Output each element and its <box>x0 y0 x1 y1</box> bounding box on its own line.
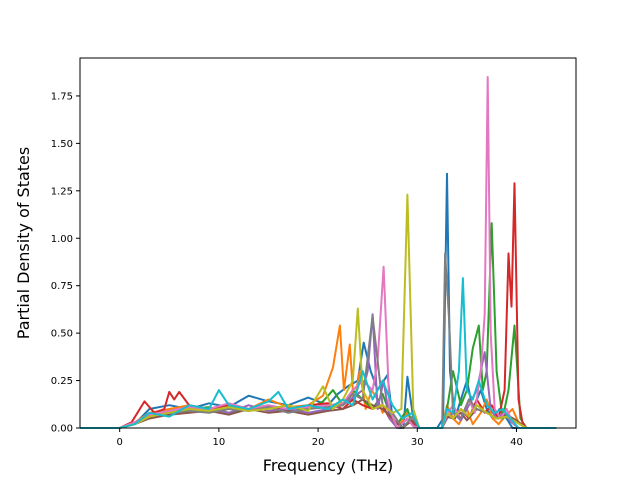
x-tick-label: 40 <box>510 437 523 448</box>
y-tick-label: 1.50 <box>51 139 73 150</box>
x-axis: 0 10 20 30 40 <box>116 428 523 448</box>
x-tick-label: 0 <box>116 437 122 448</box>
y-tick-label: 0.75 <box>51 281 73 292</box>
x-tick-label: 20 <box>312 437 325 448</box>
y-tick-label: 1.00 <box>51 234 73 245</box>
y-tick-label: 0.00 <box>51 424 73 435</box>
y-tick-label: 1.25 <box>51 186 73 197</box>
x-tick-label: 30 <box>411 437 424 448</box>
y-tick-label: 0.25 <box>51 376 73 387</box>
y-tick-label: 1.75 <box>51 91 73 102</box>
plot-frame <box>79 57 577 429</box>
y-tick-label: 0.50 <box>51 329 73 340</box>
y-axis-title: Partial Density of States <box>14 147 33 339</box>
y-axis: 0.00 0.25 0.50 0.75 1.00 1.25 1.50 1.75 <box>51 91 80 435</box>
x-axis-title: Frequency (THz) <box>263 456 393 475</box>
series-line-7 <box>80 76 557 429</box>
series-layer <box>80 76 557 429</box>
series-line-9 <box>80 193 557 429</box>
x-tick-label: 10 <box>213 437 226 448</box>
series-line-10 <box>80 277 557 429</box>
